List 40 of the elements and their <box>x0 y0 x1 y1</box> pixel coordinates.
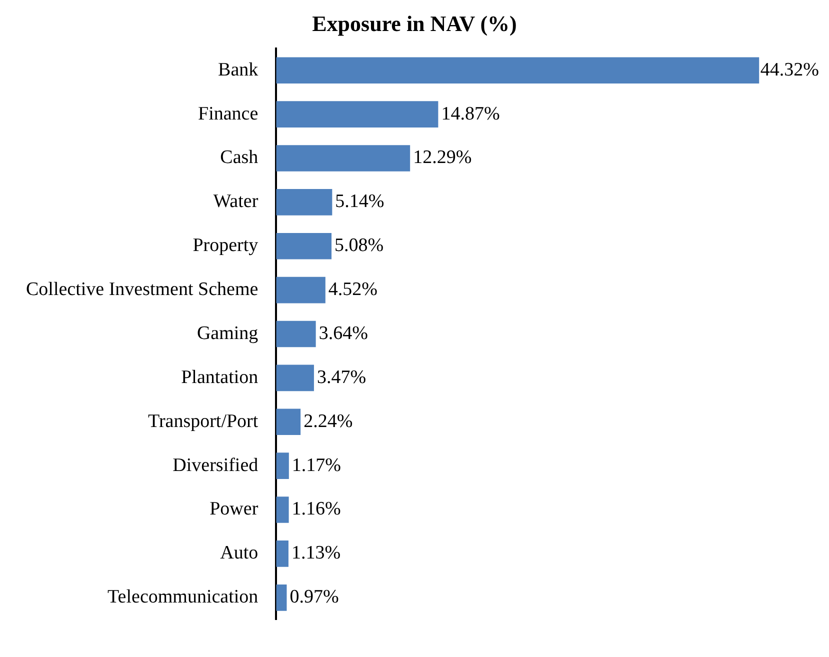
bar <box>276 496 289 523</box>
y-tick-label: Telecommunication <box>108 586 259 608</box>
bar <box>276 145 410 172</box>
data-label: 2.24% <box>304 410 353 432</box>
bar <box>276 189 332 216</box>
bar <box>276 57 760 84</box>
y-tick-label: Finance <box>198 103 258 124</box>
y-tick-label: Auto <box>220 542 258 564</box>
bar <box>276 101 438 128</box>
data-label: 44.32% <box>760 59 820 80</box>
bar <box>276 276 326 304</box>
y-tick-label: Property <box>192 235 259 256</box>
bar <box>276 408 301 436</box>
data-label: 5.14% <box>335 191 384 212</box>
y-tick-label: Diversified <box>172 454 259 476</box>
bar <box>276 320 316 348</box>
y-tick-label: Gaming <box>196 322 259 344</box>
data-label: 3.64% <box>318 322 368 344</box>
y-tick-label: Plantation <box>181 366 259 388</box>
data-label: 1.17% <box>292 454 342 476</box>
data-label: 0.97% <box>290 586 339 608</box>
chart-title: Exposure in NAV (%) <box>312 10 517 36</box>
y-tick-label: Power <box>210 498 259 520</box>
y-tick-label: Cash <box>220 147 259 168</box>
data-label: 12.29% <box>413 147 472 168</box>
data-label: 3.47% <box>316 366 366 388</box>
bar <box>276 540 288 567</box>
bar <box>276 452 289 479</box>
data-label: 4.52% <box>328 279 378 300</box>
y-tick-label: Bank <box>218 59 259 80</box>
bar <box>276 584 287 611</box>
data-label: 14.87% <box>441 103 500 124</box>
y-tick-label: Water <box>213 191 259 212</box>
bar <box>276 364 314 392</box>
y-tick-label: Collective Investment Scheme <box>26 279 258 300</box>
data-label: 5.08% <box>334 235 384 256</box>
data-label: 1.13% <box>291 542 341 564</box>
data-label: 1.16% <box>292 498 342 520</box>
y-tick-label: Transport/Port <box>148 410 259 432</box>
bar <box>276 232 332 260</box>
